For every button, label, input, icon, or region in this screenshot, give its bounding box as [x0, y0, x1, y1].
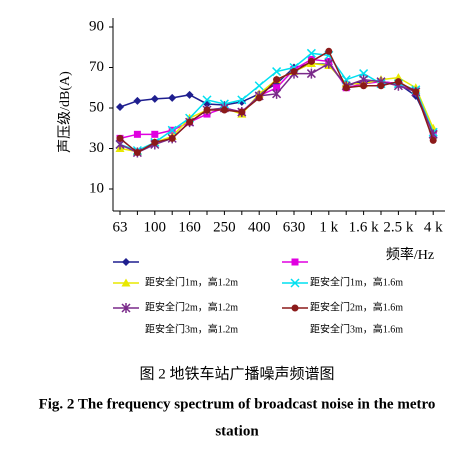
x-tick-label: 160: [178, 219, 201, 235]
y-tick-label: 30: [89, 140, 104, 156]
data-point: [394, 78, 402, 86]
data-point: [238, 108, 246, 116]
data-point: [168, 93, 177, 102]
data-point: [324, 58, 334, 69]
data-point: [167, 125, 177, 135]
x-tick-label: 2.5 k: [383, 219, 414, 235]
data-point: [272, 67, 282, 77]
data-point: [151, 138, 159, 146]
data-point: [186, 118, 194, 126]
data-point: [133, 149, 141, 157]
legend-label: 距安全门2m，高1.2m: [145, 300, 238, 313]
caption-cn: 图 2 地铁车站广播噪声频谱图: [139, 364, 334, 382]
legend-marker: [291, 258, 299, 266]
data-point: [150, 94, 159, 103]
data-point: [412, 88, 420, 96]
series-line: [119, 52, 434, 152]
data-point: [360, 82, 368, 90]
legend-label: 距安全门1m，高1.6m: [310, 275, 403, 288]
data-point: [151, 130, 159, 138]
legend-marker: [121, 303, 131, 313]
data-point: [254, 81, 264, 91]
data-point: [429, 136, 437, 144]
data-point: [306, 48, 316, 58]
x-tick-label: 1.6 k: [349, 219, 380, 235]
x-tick-label: 4 k: [424, 219, 443, 235]
data-point: [342, 84, 350, 92]
data-point: [220, 106, 228, 114]
x-tick-label: 63: [113, 219, 128, 235]
data-point: [272, 88, 282, 99]
data-point: [290, 68, 298, 76]
x-tick-label: 100: [144, 219, 167, 235]
data-point: [307, 57, 315, 65]
data-point: [133, 130, 141, 138]
data-point: [168, 134, 176, 142]
x-tick-label: 630: [283, 219, 306, 235]
y-tick-label: 50: [89, 99, 104, 115]
x-axis-label: 频率/Hz: [386, 246, 434, 263]
data-point: [185, 90, 194, 99]
data-point: [116, 102, 124, 111]
legend-label: 距安全门1m，高1.2m: [145, 275, 238, 288]
data-point: [203, 106, 211, 114]
data-point: [273, 76, 281, 84]
data-point: [202, 95, 212, 105]
legend-marker: [121, 278, 131, 287]
data-point: [237, 95, 247, 105]
legend-label: 距安全门3m，高1.6m: [310, 322, 403, 335]
y-tick-label: 90: [89, 18, 104, 34]
y-tick-label: 10: [89, 180, 104, 196]
data-point: [255, 94, 263, 102]
x-tick-label: 250: [213, 219, 236, 235]
legend-label: 距安全门3m，高1.2m: [145, 322, 238, 335]
data-point: [325, 47, 333, 55]
data-point: [133, 96, 142, 105]
caption-en: station: [215, 423, 259, 439]
x-tick-label: 400: [248, 219, 271, 235]
data-point: [377, 82, 385, 90]
data-point: [273, 84, 281, 92]
legend-label: 距安全门2m，高1.6m: [310, 300, 403, 313]
x-tick-label: 1 k: [319, 219, 338, 235]
data-point: [116, 134, 124, 142]
caption-en: Fig. 2 The frequency spectrum of broadca…: [39, 396, 436, 412]
y-tick-label: 70: [89, 59, 104, 75]
series-line: [119, 50, 434, 154]
data-point: [306, 68, 316, 79]
legend-marker: [122, 258, 130, 266]
legend-marker: [290, 278, 300, 288]
legend-marker: [291, 304, 299, 312]
y-axis-label: 声压级/dB(A): [57, 71, 73, 153]
